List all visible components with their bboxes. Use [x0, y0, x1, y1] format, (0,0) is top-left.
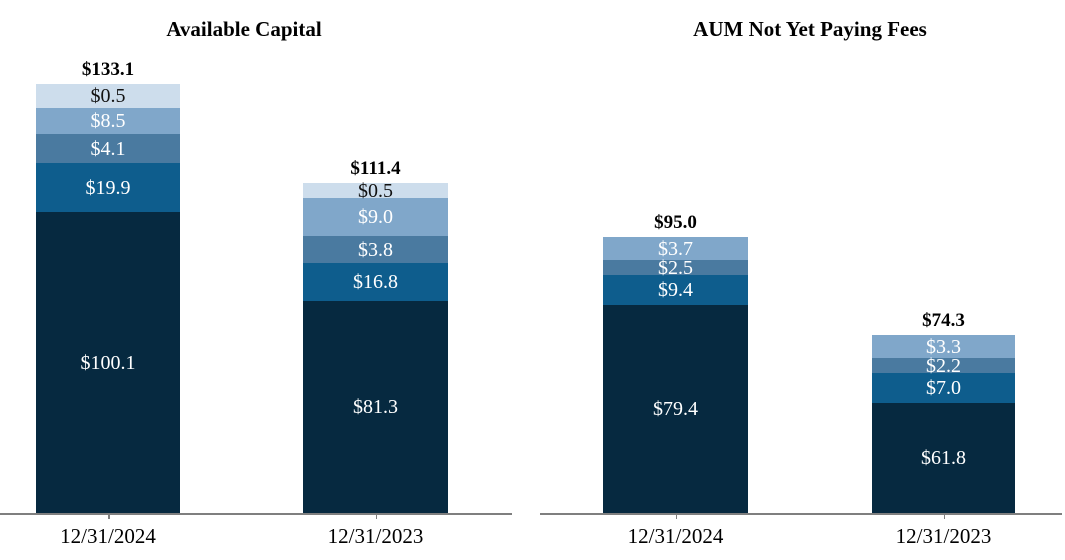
bar-segment: $3.3: [872, 335, 1015, 358]
segment-label: $3.7: [658, 237, 693, 260]
segment-label: $3.8: [358, 238, 393, 261]
bar-segment: $9.0: [303, 198, 448, 236]
bar-segment: $0.5: [303, 179, 448, 202]
bar-segment: $3.7: [603, 237, 748, 260]
bar-segment: $0.5: [36, 84, 180, 108]
chart-title: Available Capital: [166, 17, 322, 41]
stacked-bar: $0.5 $8.5 $4.1 $19.9 $100.1: [36, 84, 180, 513]
axis-tick: [675, 514, 677, 519]
segment-label: $9.4: [658, 279, 693, 301]
bar-segment: $16.8: [303, 263, 448, 301]
segment-label: $81.3: [353, 396, 398, 418]
segment-label: $2.5: [658, 256, 693, 279]
bar-total-label: $95.0: [654, 212, 697, 233]
segment-label: $61.8: [921, 447, 966, 469]
segment-label: $8.5: [90, 110, 126, 132]
x-axis-label: 12/31/2024: [627, 524, 724, 548]
segment-label: $16.8: [353, 271, 398, 293]
stacked-bar: $3.3 $2.2 $7.0 $61.8: [872, 335, 1015, 513]
x-axis-label: 12/31/2023: [327, 524, 424, 548]
segment-label: $19.9: [85, 176, 131, 199]
bar-segment: $8.5: [36, 108, 180, 134]
axis-tick: [108, 514, 110, 519]
chart-title: AUM Not Yet Paying Fees: [693, 17, 927, 41]
x-axis-label: 12/31/2024: [60, 524, 156, 548]
bar-total-label: $74.3: [922, 310, 965, 331]
x-axis-line: [540, 513, 1062, 515]
segment-label: $9.0: [358, 206, 393, 228]
bar-segment: $3.8: [303, 236, 448, 263]
bar-segment: $2.2: [872, 354, 1015, 377]
bar-segment: $19.9: [36, 163, 180, 212]
bar-segment: $9.4: [603, 275, 748, 305]
bar-segment: $81.3: [303, 301, 448, 513]
x-axis-line: [0, 513, 512, 515]
bar-total-label: $111.4: [350, 158, 401, 179]
bar-segment: $100.1: [36, 212, 180, 513]
segment-label: $3.3: [926, 335, 961, 358]
segment-label: $79.4: [653, 398, 698, 420]
bar-segment: $79.4: [603, 305, 748, 513]
segment-label: $0.5: [90, 85, 126, 107]
x-axis-label: 12/31/2023: [895, 524, 992, 548]
segment-label: $100.1: [80, 351, 136, 374]
segment-label: $2.2: [926, 354, 961, 377]
bar-segment: $4.1: [36, 134, 180, 163]
axis-tick: [375, 514, 377, 519]
stacked-bar: $3.7 $2.5 $9.4 $79.4: [603, 237, 748, 513]
bar-segment: $2.5: [603, 256, 748, 279]
segment-label: $7.0: [926, 377, 961, 399]
bar-total-label: $133.1: [81, 59, 135, 80]
segment-label: $0.5: [358, 179, 393, 202]
axis-tick: [943, 514, 945, 519]
bar-segment: $7.0: [872, 373, 1015, 403]
stacked-bar: $0.5 $9.0 $3.8 $16.8 $81.3: [303, 179, 448, 513]
segment-label: $4.1: [90, 137, 126, 160]
bar-segment: $61.8: [872, 403, 1015, 513]
